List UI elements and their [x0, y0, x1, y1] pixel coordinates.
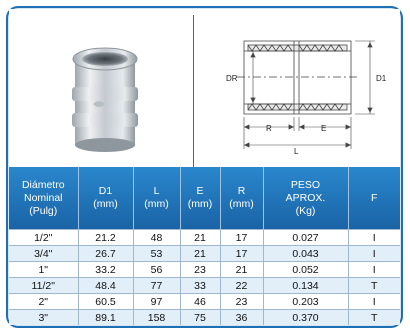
table-cell: 46: [179, 293, 220, 310]
table-row: 3/4" 26.7 53 21 17 0.043 I: [9, 245, 400, 262]
header-r: R (mm): [219, 167, 263, 230]
header-d1: D1 (mm): [77, 167, 133, 230]
table-cell: T: [347, 277, 400, 294]
header-f: F: [347, 167, 400, 230]
table-body: 1/2" 21.2 48 21 17 0.027 I 3/4" 26.7 53 21 17 0.043 I…: [9, 229, 400, 325]
coupling-section-drawing: DR D1 R E L: [226, 40, 387, 156]
header-text: D1: [98, 185, 113, 197]
table-row: 1" 33.2 56 23 21 0.052 I: [9, 261, 400, 278]
table-cell: 3": [9, 309, 78, 325]
specs-table: Diámetro Nominal (Pulg) D1 (mm) L (mm) E (mm) R (m…: [9, 167, 400, 325]
label-d1: D1: [376, 74, 387, 83]
panel-divider: [193, 15, 194, 167]
table-row: 11/2" 48.4 77 33 22 0.134 T: [9, 277, 400, 294]
table-cell: I: [347, 229, 400, 246]
table-cell: 75: [179, 309, 220, 325]
header-text: R: [237, 185, 246, 197]
table-row: 2" 60.5 97 46 23 0.203 I: [9, 293, 400, 310]
header-text: (Kg): [295, 204, 316, 217]
header-text: APROX.: [285, 191, 326, 204]
table-cell: 1/2": [9, 229, 78, 246]
label-l: L: [294, 147, 299, 156]
table-row: 3" 89.1 158 75 36 0.370 T: [9, 309, 400, 325]
label-e: E: [321, 124, 326, 133]
header-text: (mm): [229, 198, 254, 210]
table-cell: 0.134: [262, 277, 348, 294]
table-cell: 0.043: [262, 245, 348, 262]
table-cell: 60.5: [77, 293, 133, 310]
header-e: E (mm): [179, 167, 220, 230]
table-cell: 0.370: [262, 309, 348, 325]
table-cell: 23: [179, 261, 220, 278]
header-text: F: [371, 191, 378, 204]
header-text: PESO: [290, 178, 321, 191]
specs-table-container: Diámetro Nominal (Pulg) D1 (mm) L (mm) E (mm) R (m…: [9, 167, 400, 325]
header-text: (Pulg): [29, 204, 58, 217]
header-text: E: [196, 185, 204, 197]
table-cell: 21: [179, 229, 220, 246]
table-cell: 1": [9, 261, 78, 278]
table-header-row: Diámetro Nominal (Pulg) D1 (mm) L (mm) E (mm) R (m…: [9, 167, 400, 230]
table-cell: 56: [132, 261, 180, 278]
table-cell: 0.203: [262, 293, 348, 310]
table-row: 1/2" 21.2 48 21 17 0.027 I: [9, 229, 400, 246]
header-diametro: Diámetro Nominal (Pulg): [9, 167, 78, 230]
header-text: Diámetro: [21, 178, 65, 191]
product-spec-card: DR D1 R E L Diámetro Nominal (Pulg) D1 (mm) L…: [6, 6, 403, 328]
table-cell: 48: [132, 229, 180, 246]
table-cell: 158: [132, 309, 180, 325]
table-cell: 36: [219, 309, 263, 325]
header-text: (mm): [187, 198, 213, 210]
table-cell: 23: [219, 293, 263, 310]
header-l: L (mm): [132, 167, 180, 230]
illustration-area: DR D1 R E L: [9, 9, 400, 167]
header-text: (mm): [144, 198, 169, 210]
table-cell: 21.2: [77, 229, 133, 246]
pipe-coupling-image: [72, 47, 138, 152]
table-cell: 77: [132, 277, 180, 294]
header-text: (mm): [93, 198, 118, 210]
table-cell: 2": [9, 293, 78, 310]
product-photo: [9, 9, 192, 167]
table-cell: 26.7: [77, 245, 133, 262]
table-cell: 11/2": [9, 277, 78, 294]
table-cell: 21: [179, 245, 220, 262]
label-dr: DR: [226, 74, 238, 83]
table-cell: 33: [179, 277, 220, 294]
header-text: Nominal: [23, 191, 63, 204]
table-cell: T: [347, 309, 400, 325]
table-cell: I: [347, 293, 400, 310]
table-cell: 53: [132, 245, 180, 262]
label-r: R: [266, 124, 272, 133]
technical-drawing: DR D1 R E L: [195, 9, 400, 167]
table-cell: 48.4: [77, 277, 133, 294]
table-cell: 0.027: [262, 229, 348, 246]
table-cell: 21: [219, 261, 263, 278]
table-cell: 17: [219, 245, 263, 262]
table-cell: I: [347, 261, 400, 278]
table-cell: 89.1: [77, 309, 133, 325]
header-peso: PESO APROX. (Kg): [262, 167, 348, 230]
table-cell: 17: [219, 229, 263, 246]
header-text: L: [153, 185, 160, 197]
table-cell: 3/4": [9, 245, 78, 262]
table-cell: I: [347, 245, 400, 262]
table-cell: 22: [219, 277, 263, 294]
table-cell: 0.052: [262, 261, 348, 278]
table-cell: 33.2: [77, 261, 133, 278]
table-cell: 97: [132, 293, 180, 310]
